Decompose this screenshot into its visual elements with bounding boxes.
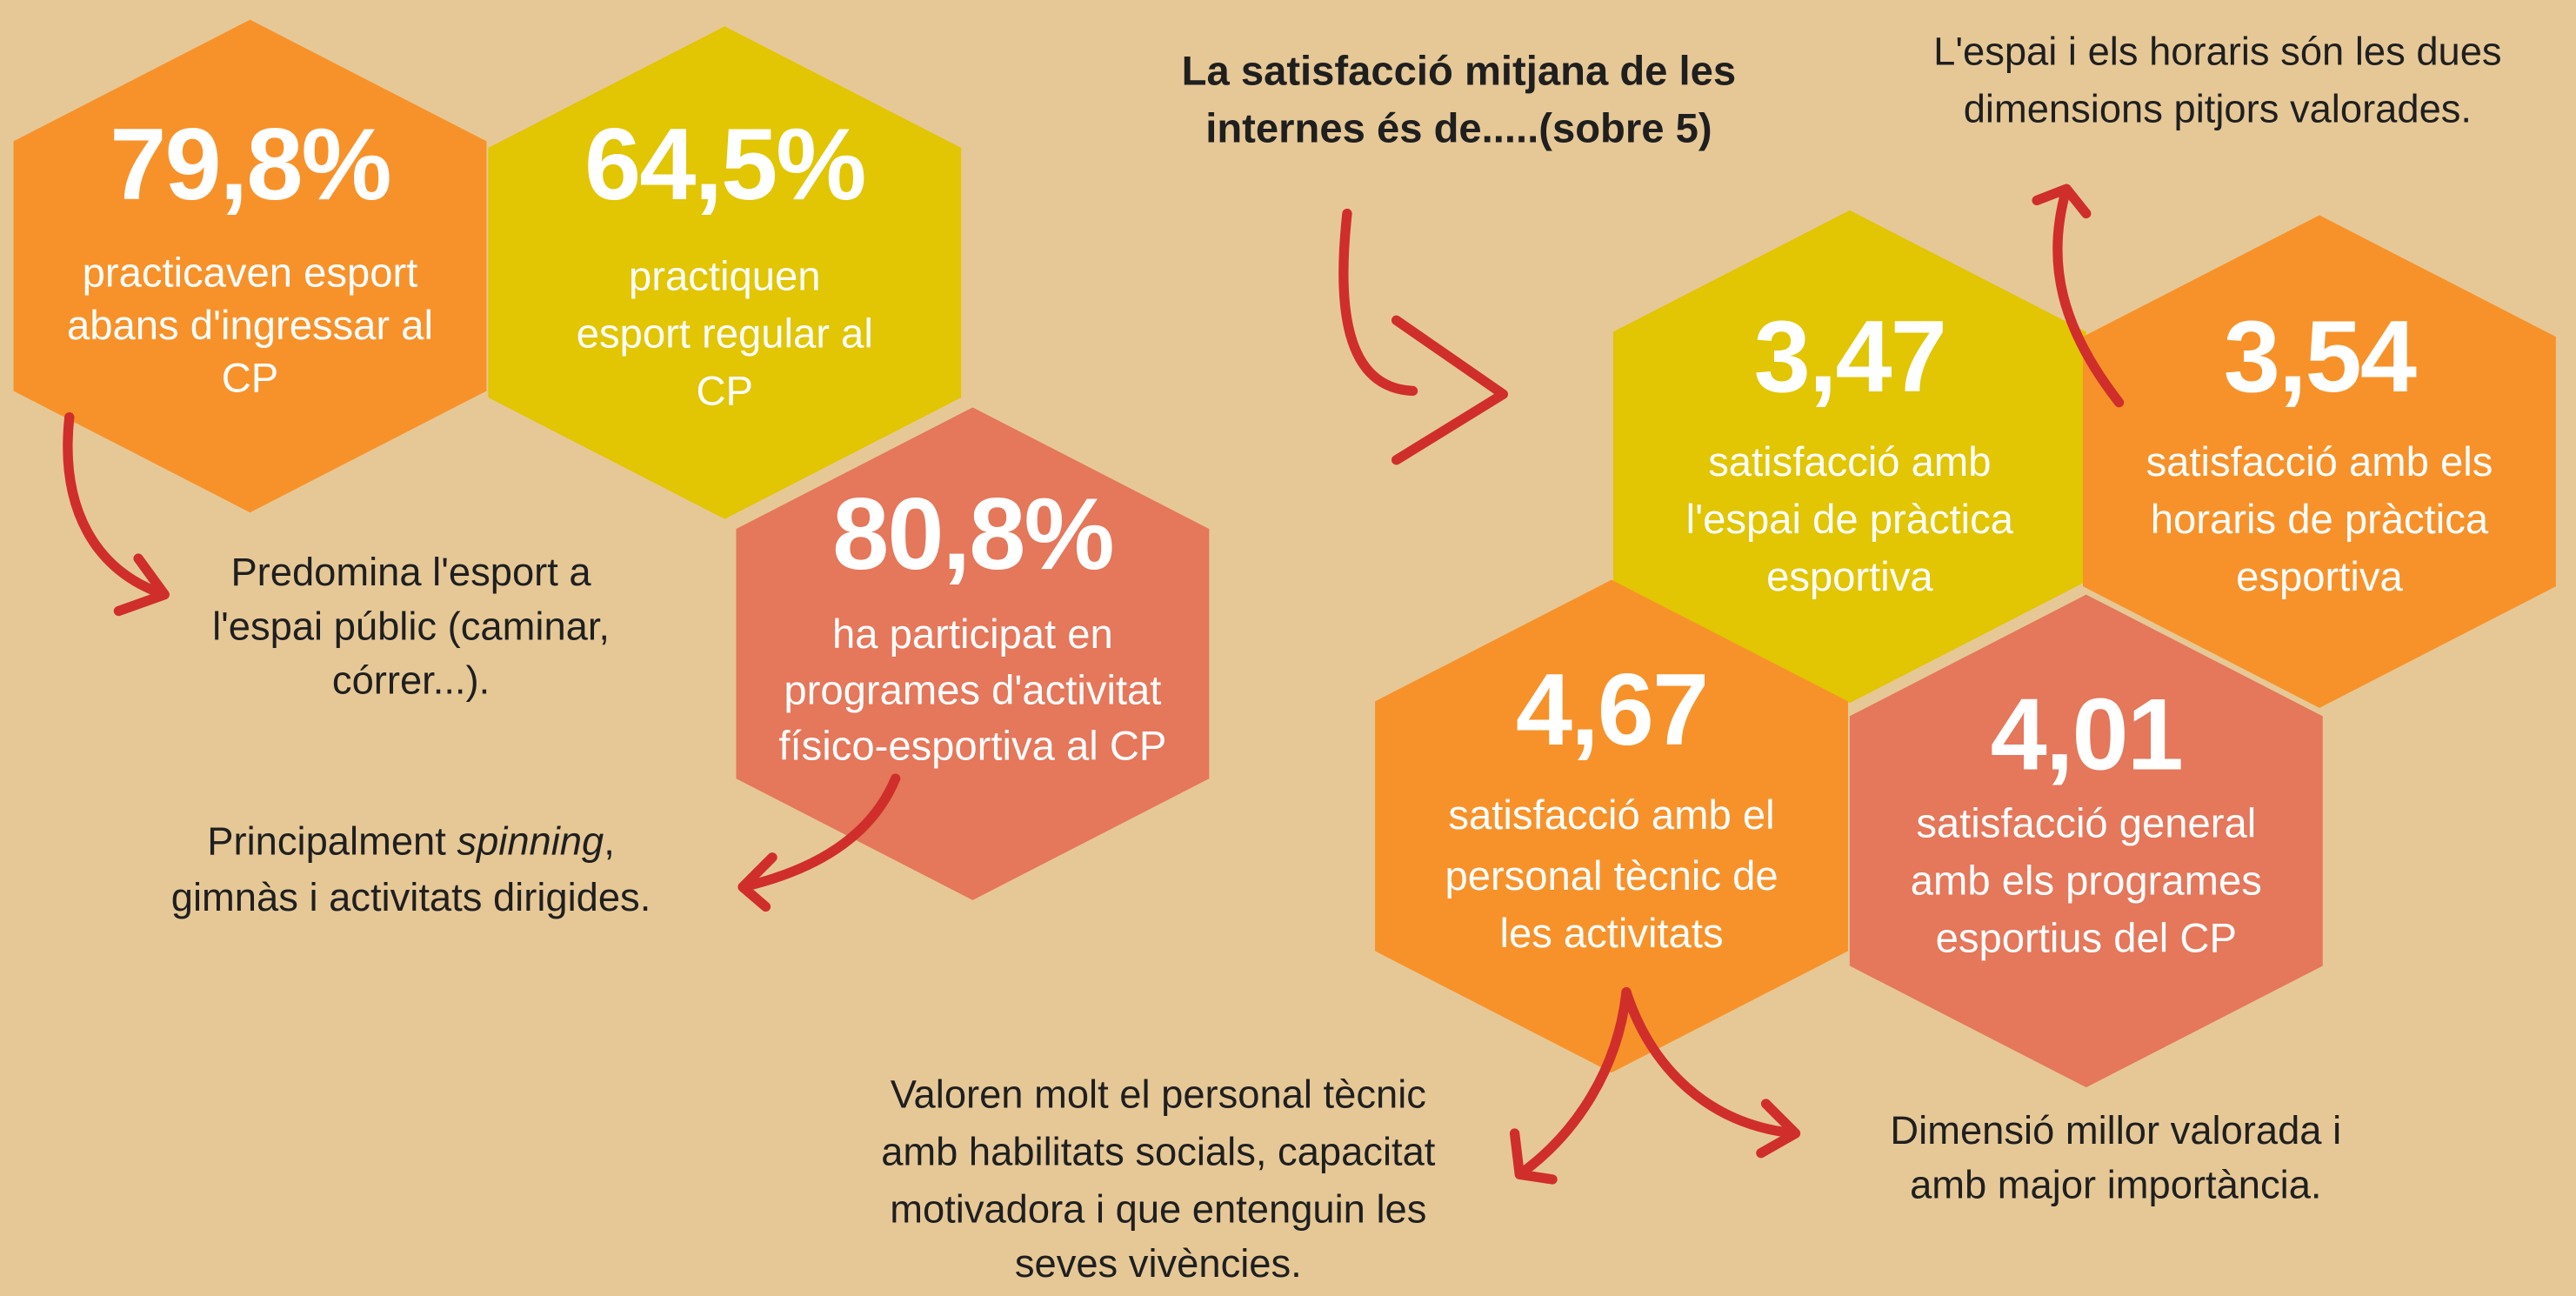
hexagon-text: amb els programes (1911, 858, 2262, 904)
hexagon (736, 407, 1210, 900)
note-line: Valoren molt el personal tècnic (891, 1072, 1426, 1116)
note-text: dimensions pitjors valorades. (1964, 86, 2472, 130)
note-line: córrer...). (332, 658, 490, 703)
hexagon-text: CP (222, 356, 279, 402)
hexagon (1375, 579, 1848, 1073)
arrow (1338, 208, 1509, 465)
hexagon-text: horaris de pràctica (2151, 497, 2489, 543)
hexagon-text: practiquen (629, 254, 820, 300)
texts: 79,8% practicaven esport abans d'ingressar… (67, 29, 2502, 1286)
hexagon-text: l'espai de pràctica (1686, 497, 2014, 543)
hexagon-value: 79,8% (110, 107, 390, 221)
hexagon-value: 64,5% (584, 107, 865, 221)
title: internes és de.....(sobre 5) (1205, 106, 1712, 152)
hexagon-value: 80,8% (832, 477, 1113, 591)
arrow (1509, 986, 1632, 1185)
note-text: córrer...). (332, 658, 490, 703)
hexagon-value: 4,01 (1991, 678, 2182, 792)
note-line: Principalment spinning, (207, 819, 615, 864)
hexagon-text: CP (696, 369, 753, 415)
arrow (2032, 184, 2125, 408)
hexagon-text: esport regular al (577, 311, 873, 357)
hexagon-value: 3,47 (1754, 299, 1945, 413)
hexagon (1849, 594, 2323, 1088)
note-line: l'espai públic (caminar, (212, 604, 610, 648)
note-text: L'espai i els horaris són les dues (1933, 29, 2501, 73)
hexagon-text: programes d'activitat (784, 667, 1161, 713)
hexagon-value: 3,54 (2224, 299, 2417, 413)
note-line: seves vivències. (1015, 1241, 1302, 1286)
note-line: Dimensió millor valorada i (1890, 1108, 2341, 1152)
note-line: motivadora i que entenguin les (890, 1187, 1426, 1232)
note-text: l'espai públic (caminar, (212, 604, 610, 648)
arrow (737, 773, 901, 912)
note-text: , (604, 819, 615, 864)
hexagon-text: satisfacció amb (1708, 439, 1991, 485)
hexagon-text: esportius del CP (1936, 916, 2237, 962)
note-text: amb habilitats socials, capacitat (881, 1130, 1436, 1174)
hexagon-text: abans d'ingressar al (67, 303, 433, 349)
arrows (63, 184, 2125, 1185)
note-line: amb major importància. (1910, 1162, 2321, 1206)
hexagon (13, 19, 487, 513)
hexagons (13, 19, 2556, 1088)
hexagon-value: 4,67 (1516, 652, 1707, 766)
note-text: gimnàs i activitats dirigides. (171, 875, 651, 919)
hexagon-text: esportiva (2236, 554, 2403, 600)
hexagon (2083, 215, 2556, 708)
hexagon-text: personal tècnic de (1445, 853, 1778, 899)
title: La satisfacció mitjana de les (1182, 48, 1737, 94)
note-text: spinning (457, 819, 604, 864)
note-line: dimensions pitjors valorades. (1964, 86, 2472, 130)
hexagon-text: ha participat en (832, 611, 1113, 658)
note-text: amb major importància. (1910, 1162, 2321, 1206)
note-text: motivadora i que entenguin les (890, 1187, 1426, 1232)
note-text: Principalment (207, 819, 457, 864)
note-line: L'espai i els horaris són les dues (1933, 29, 2501, 73)
hexagon-text: les activitats (1499, 911, 1723, 957)
hexagon-text: físico-esportiva al CP (778, 724, 1166, 770)
hexagon (1612, 210, 2086, 704)
note-text: Dimensió millor valorada i (1890, 1108, 2341, 1152)
note-text: Valoren molt el personal tècnic (891, 1072, 1426, 1116)
hexagon-text: satisfacció general (1916, 800, 2256, 846)
arrow (1621, 986, 1801, 1159)
hexagon-text: satisfacció amb els (2146, 439, 2493, 485)
note-text: Predomina l'esport a (230, 550, 591, 594)
note-text: seves vivències. (1015, 1241, 1302, 1286)
note-line: Predomina l'esport a (230, 550, 591, 594)
hexagon-text: esportiva (1766, 554, 1933, 600)
hexagon-text: satisfacció amb el (1448, 792, 1774, 838)
note-line: amb habilitats socials, capacitat (881, 1130, 1436, 1174)
note-line: gimnàs i activitats dirigides. (171, 875, 651, 919)
hexagon (488, 26, 962, 519)
hexagon-text: practicaven esport (83, 251, 418, 297)
arrow (63, 412, 170, 617)
